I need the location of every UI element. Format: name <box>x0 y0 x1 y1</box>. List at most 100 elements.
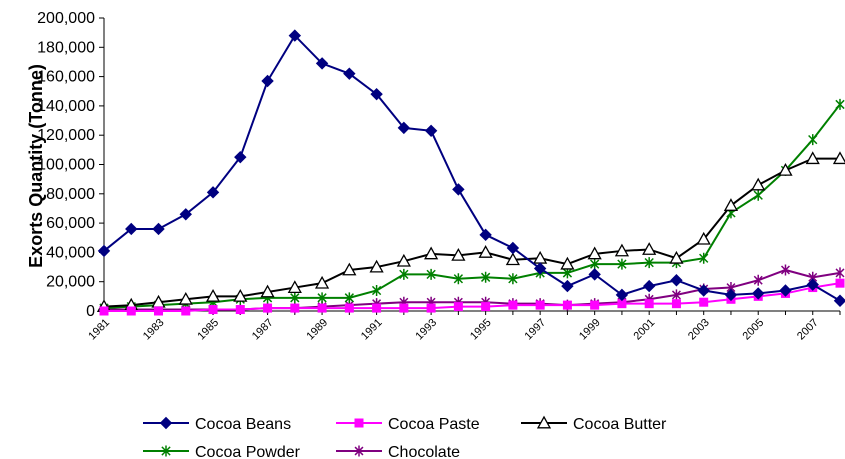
data-point-cocoa-powder <box>480 271 491 283</box>
data-point-cocoa-paste <box>835 278 845 288</box>
data-point-cocoa-paste <box>644 299 654 309</box>
data-point-cocoa-paste <box>453 302 463 312</box>
data-point-cocoa-beans <box>752 287 765 300</box>
x-tick-label: 1999 <box>577 317 603 343</box>
data-point-cocoa-beans <box>479 228 492 242</box>
legend-marker <box>536 415 552 429</box>
x-axis-ticks: 1981 1983 1985 1987 1989 1991 1993 1995 1997 1999… <box>86 311 841 343</box>
y-tick-label: 200,000 <box>37 10 95 27</box>
data-point-cocoa-powder <box>508 273 518 285</box>
data-point-cocoa-butter <box>669 250 684 264</box>
y-axis-ticks: 0 20,000 40,000 60,000 80,000 100,000 120,000 1… <box>37 10 104 320</box>
data-point-cocoa-beans <box>206 186 220 199</box>
data-point-cocoa-beans <box>179 208 192 221</box>
series-line-cocoa-beans <box>103 33 841 302</box>
data-point-cocoa-beans <box>97 244 111 258</box>
data-point-cocoa-butter <box>505 252 520 266</box>
x-tick-label: 1989 <box>304 317 330 343</box>
series-line-cocoa-butter <box>103 157 840 308</box>
data-point-cocoa-powder <box>344 292 354 304</box>
data-point-cocoa-paste <box>154 306 164 316</box>
data-point-cocoa-powder <box>453 273 464 285</box>
y-tick-label: 20,000 <box>46 274 95 291</box>
legend-label: Cocoa Butter <box>573 416 667 433</box>
data-point-cocoa-butter <box>751 177 766 191</box>
data-point-cocoa-beans <box>615 288 629 302</box>
data-point-cocoa-beans <box>261 74 274 88</box>
data-point-cocoa-butter <box>205 289 221 302</box>
legend-label: Cocoa Powder <box>195 444 301 459</box>
series-cocoa-butter <box>96 151 845 313</box>
y-tick-label: 80,000 <box>46 186 95 203</box>
data-point-cocoa-butter <box>778 163 793 176</box>
data-point-cocoa-butter <box>233 289 248 302</box>
y-tick-label: 180,000 <box>37 39 95 56</box>
data-point-cocoa-powder <box>290 292 300 304</box>
data-point-cocoa-paste <box>317 303 327 313</box>
data-point-cocoa-beans <box>642 279 656 293</box>
legend: Cocoa Beans Cocoa Paste Cocoa Butter Cocoa … <box>143 415 667 459</box>
data-point-cocoa-butter <box>396 253 411 267</box>
legend-item-cocoa-powder: Cocoa Powder <box>143 444 301 459</box>
series-layer <box>96 29 845 316</box>
series-cocoa-paste <box>99 278 845 316</box>
data-point-cocoa-paste <box>181 306 191 316</box>
data-point-chocolate <box>780 264 790 276</box>
data-point-cocoa-powder <box>808 134 818 146</box>
data-point-cocoa-paste <box>235 305 245 315</box>
data-point-cocoa-powder <box>699 252 709 264</box>
data-point-cocoa-beans <box>343 67 356 80</box>
data-point-cocoa-powder <box>371 284 382 296</box>
y-tick-label: 160,000 <box>37 69 95 86</box>
x-tick-label: 2005 <box>741 317 767 343</box>
y-tick-label: 40,000 <box>46 244 95 261</box>
data-point-cocoa-beans <box>533 262 547 275</box>
data-point-cocoa-paste <box>372 303 382 313</box>
x-tick-label: 2003 <box>686 317 712 343</box>
data-point-cocoa-powder <box>317 292 327 304</box>
data-point-cocoa-paste <box>671 299 681 309</box>
data-point-cocoa-beans <box>125 222 138 236</box>
data-point-cocoa-paste <box>535 300 545 310</box>
x-tick-label: 1993 <box>413 317 439 343</box>
data-point-cocoa-beans <box>779 284 792 297</box>
x-tick-label: 1987 <box>250 317 276 343</box>
legend-label: Chocolate <box>388 444 460 459</box>
data-point-cocoa-butter <box>424 246 439 260</box>
x-tick-label: 1995 <box>468 317 494 343</box>
legend-label: Cocoa Beans <box>195 416 291 433</box>
data-point-cocoa-paste <box>344 303 354 313</box>
data-point-cocoa-powder <box>426 268 436 280</box>
data-point-cocoa-beans <box>588 268 601 281</box>
data-point-cocoa-beans <box>670 274 683 287</box>
legend-marker <box>161 445 171 457</box>
data-point-cocoa-powder <box>753 189 763 201</box>
legend-marker <box>354 445 364 457</box>
y-axis-title: Exorts Quantity (Tonne) <box>26 64 46 268</box>
data-point-cocoa-beans <box>315 57 329 70</box>
data-point-cocoa-beans <box>370 87 383 101</box>
data-point-cocoa-butter <box>723 198 739 211</box>
data-point-cocoa-beans <box>724 288 738 302</box>
data-point-cocoa-butter <box>832 151 845 165</box>
data-point-cocoa-beans <box>152 222 165 236</box>
data-point-chocolate <box>753 274 763 286</box>
data-point-chocolate <box>671 289 681 301</box>
data-point-cocoa-butter <box>560 256 575 270</box>
data-point-cocoa-paste <box>263 303 273 313</box>
data-point-cocoa-paste <box>126 306 136 316</box>
y-tick-label: 0 <box>86 303 95 320</box>
data-point-cocoa-paste <box>617 299 627 309</box>
data-point-cocoa-beans <box>806 278 819 291</box>
data-point-cocoa-butter <box>260 284 275 298</box>
y-tick-label: 100,000 <box>37 157 95 174</box>
data-point-cocoa-powder <box>399 268 409 280</box>
data-point-cocoa-paste <box>481 302 491 312</box>
data-point-cocoa-butter <box>587 246 602 260</box>
x-tick-label: 1991 <box>359 317 385 343</box>
data-point-cocoa-butter <box>451 247 466 261</box>
series-line-cocoa-paste <box>104 282 841 312</box>
x-tick-label: 1985 <box>195 317 221 343</box>
data-point-cocoa-paste <box>590 300 600 310</box>
